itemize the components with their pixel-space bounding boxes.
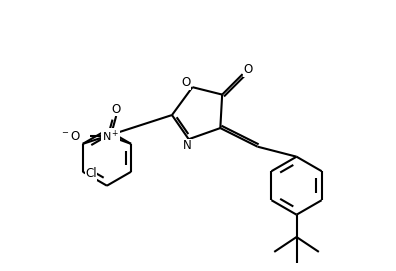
Text: N$^+$: N$^+$ [102, 129, 119, 144]
Text: N: N [183, 139, 191, 152]
Text: O: O [244, 63, 253, 76]
Text: O: O [112, 103, 121, 116]
Text: Cl: Cl [85, 167, 97, 180]
Text: $^-$O: $^-$O [60, 130, 81, 143]
Text: O: O [181, 76, 190, 89]
